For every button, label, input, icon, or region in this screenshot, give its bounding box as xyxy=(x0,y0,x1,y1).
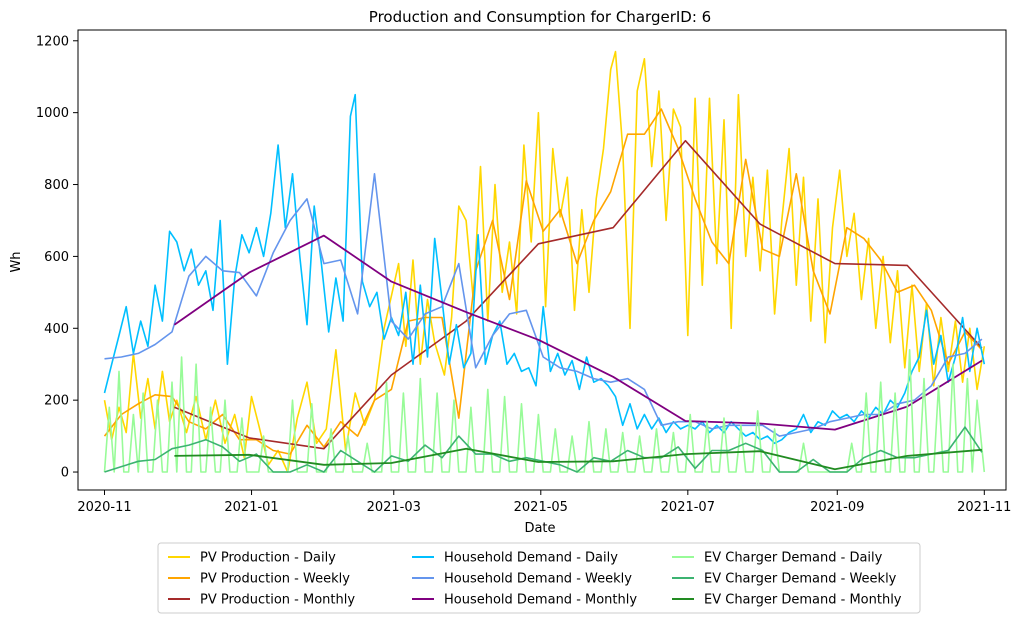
series-line-pv-production-weekly xyxy=(103,108,983,455)
x-tick-label: 2021-01 xyxy=(224,500,278,515)
series-line-household-demand-weekly xyxy=(104,173,983,437)
y-tick-label: 800 xyxy=(44,178,69,193)
series-line-pv-production-monthly xyxy=(174,139,983,450)
plot-frame xyxy=(77,29,1007,491)
y-axis-label: Wh xyxy=(9,251,24,272)
legend-label-pv-production-weekly: PV Production - Weekly xyxy=(200,572,350,587)
chart-title: Production and Consumption for ChargerID… xyxy=(369,8,711,26)
legend: PV Production - Daily PV Production - Wee… xyxy=(157,542,921,614)
y-tick-label: 1000 xyxy=(36,106,69,121)
y-tick-label: 200 xyxy=(44,394,69,409)
series-layer xyxy=(103,50,986,473)
legend-label-pv-production-monthly: PV Production - Monthly xyxy=(200,593,355,608)
legend-label-ev-charger-demand-monthly: EV Charger Demand - Monthly xyxy=(704,593,902,608)
y-tick-label: 600 xyxy=(44,250,69,265)
y-tick-label: 0 xyxy=(61,466,69,481)
series-line-household-demand-monthly xyxy=(173,234,983,431)
legend-label-household-demand-monthly: Household Demand - Monthly xyxy=(444,593,637,608)
legend-frame xyxy=(157,542,921,614)
legend-label-ev-charger-demand-weekly: EV Charger Demand - Weekly xyxy=(704,572,897,587)
x-axis-label: Date xyxy=(524,521,555,536)
x-axis: 2020-11 2021-01 2021-03 2021-05 2021-07 2021-… xyxy=(77,490,1011,515)
y-tick-label: 1200 xyxy=(36,34,69,49)
x-tick-label: 2020-11 xyxy=(77,500,131,515)
legend-label-pv-production-daily: PV Production - Daily xyxy=(200,551,336,566)
legend-label-ev-charger-demand-daily: EV Charger Demand - Daily xyxy=(704,551,883,566)
legend-label-household-demand-daily: Household Demand - Daily xyxy=(444,551,618,566)
series-line-pv-production-daily xyxy=(103,50,986,473)
legend-label-household-demand-weekly: Household Demand - Weekly xyxy=(444,572,632,587)
y-tick-label: 400 xyxy=(44,322,69,337)
series-line-household-demand-daily xyxy=(103,93,986,445)
y-axis: 0 200 400 600 800 1000 1200 xyxy=(36,34,78,481)
series-line-ev-charger-demand-monthly xyxy=(174,447,982,471)
x-tick-label: 2021-09 xyxy=(810,500,864,515)
x-tick-label: 2021-07 xyxy=(661,500,715,515)
x-tick-label: 2021-03 xyxy=(367,500,421,515)
series-line-ev-charger-demand-daily xyxy=(103,348,986,473)
x-tick-label: 2021-11 xyxy=(957,500,1011,515)
x-tick-label: 2021-05 xyxy=(514,500,568,515)
